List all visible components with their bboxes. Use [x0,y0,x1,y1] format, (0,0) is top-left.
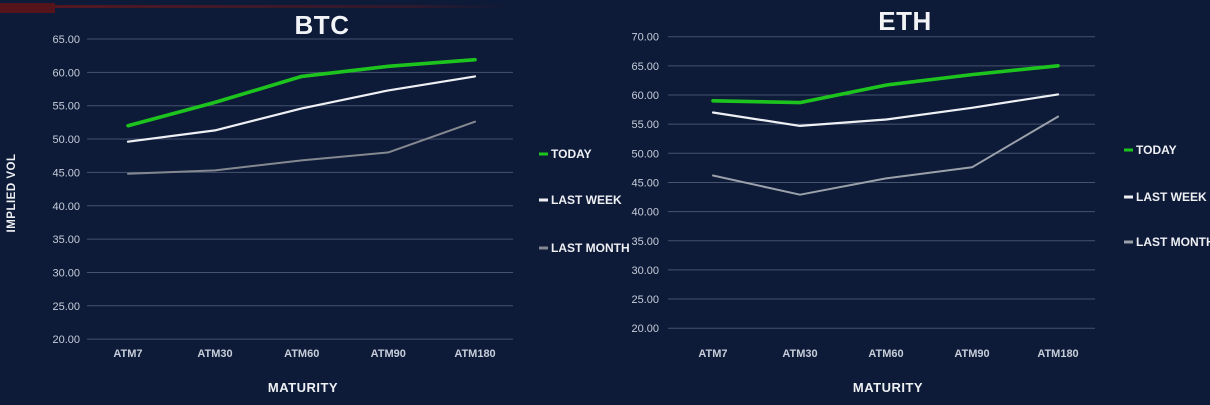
eth-y-tick-label: 25.00 [631,294,659,306]
top-left-red-fragment [0,3,55,13]
eth-x-tick-label: ATM30 [782,348,817,360]
eth-y-tick-label: 70.00 [631,32,659,44]
btc-series-line-today [126,57,477,128]
btc-y-tick-label: 50.00 [52,134,80,146]
btc-y-tick-label: 45.00 [52,167,80,179]
btc-y-tick-label: 55.00 [52,101,80,113]
eth-chart-title: ETH [878,6,932,36]
eth-legend-label-last-month: LAST MONTH [1136,235,1210,249]
btc-y-tick-label: 25.00 [52,301,80,313]
eth-y-tick-label: 20.00 [631,323,659,335]
btc-legend-label-last-month: LAST MONTH [551,241,630,255]
eth-legend-label-last-week: LAST WEEK [1136,190,1207,204]
btc-legend-label-today: TODAY [551,147,592,161]
eth-x-tick-label: ATM7 [698,348,727,360]
btc-legend-label-last-week: LAST WEEK [551,193,622,207]
btc-y-tick-label: 20.00 [52,334,80,346]
btc-y-tick-label: 65.00 [52,34,80,46]
eth-y-tick-label: 45.00 [631,177,659,189]
eth-y-tick-label: 65.00 [631,61,659,73]
btc-x-tick-label: ATM30 [197,348,232,360]
eth-legend-label-today: TODAY [1136,143,1177,157]
btc-x-tick-label: ATM90 [371,348,406,360]
btc-chart-title: BTC [295,10,350,40]
eth-x-tick-label: ATM180 [1037,348,1078,360]
btc-y-tick-label: 60.00 [52,67,80,79]
eth-series-line-last-month [712,115,1059,196]
eth-series-line-last-week [711,93,1060,128]
btc-series-line-last-week [126,75,477,143]
btc-y-tick-label: 35.00 [52,234,80,246]
btc-y-tick-label: 30.00 [52,267,80,279]
eth-y-tick-label: 50.00 [631,148,659,160]
eth-x-tick-label: ATM90 [954,348,989,360]
eth-y-tick-label: 55.00 [631,119,659,131]
top-accent-band [0,5,510,8]
eth-series-line-today [711,64,1060,105]
btc-x-tick-label: ATM7 [113,348,142,360]
eth-x-axis-label: MATURITY [853,380,923,395]
eth-y-tick-label: 30.00 [631,265,659,277]
btc-y-tick-label: 40.00 [52,201,80,213]
eth-y-tick-label: 40.00 [631,207,659,219]
btc-y-axis-label: IMPLIED VOL [6,154,18,233]
eth-y-tick-label: 60.00 [631,90,659,102]
btc-series-line-last-month [127,120,476,175]
btc-x-tick-label: ATM180 [454,348,495,360]
eth-x-tick-label: ATM60 [868,348,903,360]
btc-x-axis-label: MATURITY [268,380,338,395]
btc-x-tick-label: ATM60 [284,348,319,360]
eth-y-tick-label: 35.00 [631,236,659,248]
